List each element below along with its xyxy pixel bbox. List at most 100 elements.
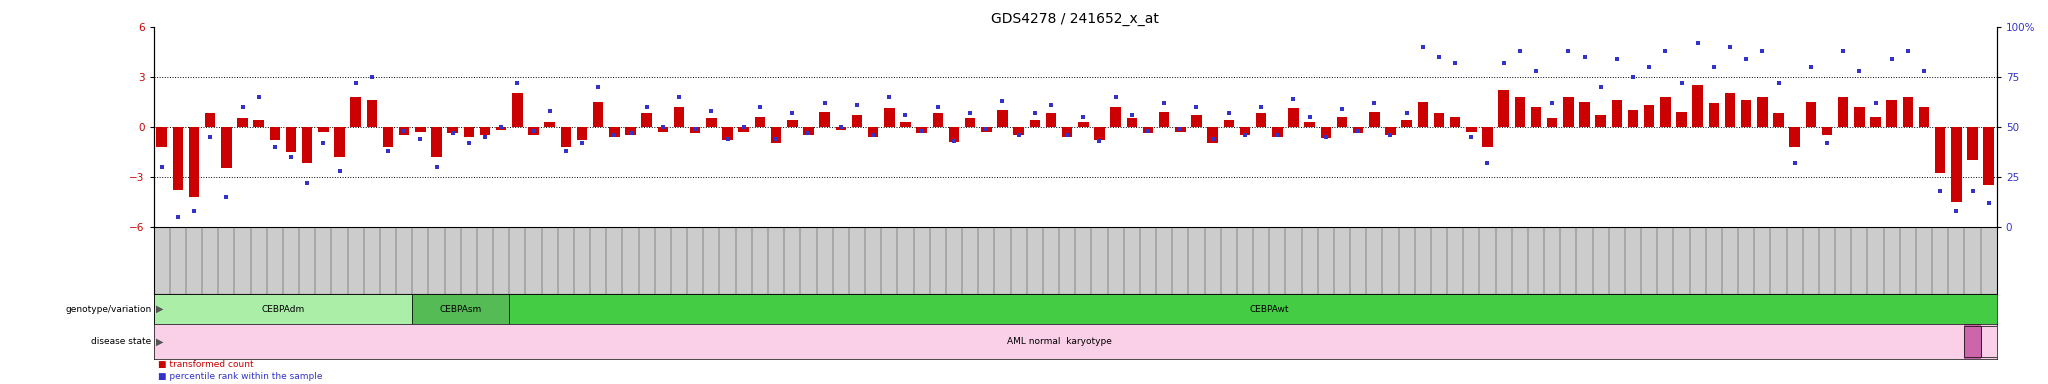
Bar: [254, 120, 264, 127]
Point: [1698, 64, 1731, 70]
Point: [1761, 80, 1794, 86]
Point: [1245, 104, 1278, 110]
Bar: [270, 127, 281, 140]
Bar: [1853, 107, 1864, 127]
Point: [387, 127, 420, 134]
Point: [1939, 207, 1972, 214]
Bar: [1823, 127, 1833, 135]
Bar: [885, 108, 895, 127]
Point: [1599, 56, 1632, 62]
Point: [1116, 112, 1149, 118]
Bar: [819, 112, 829, 127]
Point: [258, 144, 291, 150]
Point: [872, 94, 905, 100]
Point: [678, 126, 711, 132]
Point: [1133, 127, 1165, 134]
Bar: [154, 294, 412, 324]
Point: [954, 110, 987, 116]
Bar: [1692, 85, 1704, 127]
Bar: [432, 127, 442, 157]
Point: [1487, 60, 1520, 66]
Bar: [997, 110, 1008, 127]
Bar: [1223, 120, 1235, 127]
Bar: [238, 118, 248, 127]
Bar: [1143, 127, 1153, 133]
Point: [1536, 100, 1569, 106]
Point: [614, 130, 647, 136]
Point: [1569, 54, 1602, 60]
Bar: [1272, 127, 1282, 137]
Bar: [1208, 127, 1219, 143]
Bar: [594, 102, 604, 127]
Point: [1632, 64, 1665, 70]
Point: [776, 110, 809, 116]
Bar: [723, 127, 733, 140]
Bar: [1952, 127, 1962, 202]
Point: [809, 100, 842, 106]
Point: [1147, 100, 1180, 106]
Text: CEBPAsm: CEBPAsm: [440, 305, 481, 314]
Point: [549, 147, 582, 154]
Bar: [674, 107, 684, 127]
Point: [518, 127, 551, 134]
Point: [291, 180, 324, 186]
Bar: [981, 127, 991, 132]
Point: [1665, 80, 1698, 86]
Point: [420, 164, 453, 170]
Point: [647, 124, 680, 130]
Point: [743, 104, 776, 110]
Point: [1454, 134, 1487, 140]
Text: disease state: disease state: [92, 337, 152, 346]
Bar: [641, 113, 651, 127]
Point: [1034, 102, 1067, 108]
Bar: [416, 127, 426, 132]
Bar: [1980, 326, 1997, 357]
Bar: [399, 127, 410, 135]
Point: [1001, 132, 1034, 138]
Bar: [1305, 122, 1315, 127]
Bar: [1935, 127, 1946, 173]
Bar: [932, 113, 942, 127]
Text: ▶: ▶: [156, 304, 164, 314]
Bar: [1077, 122, 1090, 127]
Point: [840, 102, 872, 108]
Point: [1585, 84, 1618, 90]
Bar: [1579, 102, 1589, 127]
Bar: [1675, 112, 1688, 127]
Bar: [1997, 324, 2013, 359]
Point: [1180, 104, 1212, 110]
Point: [1649, 48, 1681, 54]
Bar: [690, 127, 700, 133]
Point: [1923, 187, 1956, 194]
Bar: [156, 127, 168, 147]
Point: [1794, 64, 1827, 70]
Point: [178, 207, 211, 214]
Bar: [1417, 102, 1427, 127]
Point: [1374, 132, 1407, 138]
Point: [195, 134, 227, 140]
Bar: [1903, 97, 1913, 127]
Point: [905, 127, 938, 134]
Bar: [1837, 97, 1849, 127]
Point: [1843, 68, 1876, 74]
Bar: [1030, 120, 1040, 127]
Point: [1229, 132, 1262, 138]
Point: [1325, 106, 1358, 112]
Bar: [383, 127, 393, 147]
Bar: [625, 127, 635, 135]
Bar: [803, 127, 813, 135]
Point: [242, 94, 274, 100]
Point: [145, 164, 178, 170]
Bar: [578, 127, 588, 140]
Point: [889, 112, 922, 118]
Point: [1278, 96, 1311, 102]
Text: ■ transformed count: ■ transformed count: [158, 359, 254, 369]
Bar: [1724, 93, 1735, 127]
Bar: [1757, 97, 1767, 127]
Point: [324, 167, 356, 174]
Bar: [1886, 100, 1896, 127]
Text: AML normal  karyotype: AML normal karyotype: [1008, 337, 1112, 346]
Bar: [1628, 110, 1638, 127]
Bar: [1741, 100, 1751, 127]
Bar: [1563, 97, 1573, 127]
